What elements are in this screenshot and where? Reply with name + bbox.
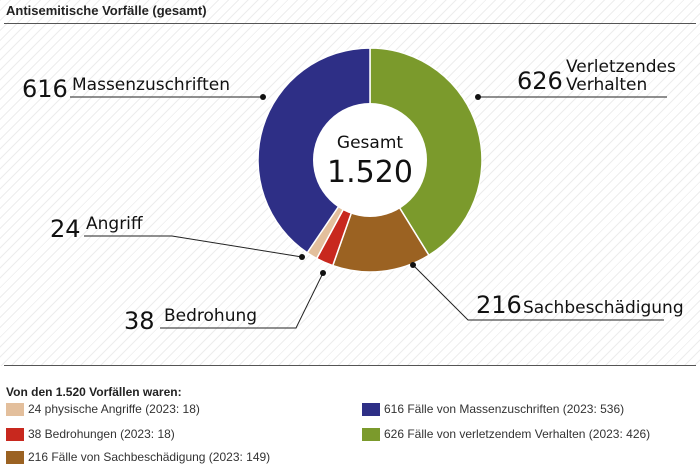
legend-divider — [4, 365, 696, 366]
center-label: Gesamt — [337, 133, 403, 153]
leader-dot-massenzuschriften — [260, 94, 266, 100]
legend-item-bedrohungen: 38 Bedrohungen (2023: 18) — [6, 427, 175, 441]
callout-label-verletzendes-1: Verletzendes — [566, 57, 676, 77]
legend-swatch-angriffe — [6, 402, 24, 416]
legend-swatch-bedrohungen — [6, 427, 24, 441]
legend-title: Von den 1.520 Vorfällen waren: — [6, 385, 182, 399]
leader-dot-verletzendes — [475, 94, 481, 100]
callout-num-bedrohung: 38 — [124, 307, 155, 335]
legend-text-sachbeschaedigung: 216 Fälle von Sachbeschädigung (2023: 14… — [28, 450, 271, 464]
leader-dot-sachbeschaedigung — [410, 262, 416, 268]
callout-label-angriff: Angriff — [86, 214, 144, 234]
donut-hole — [313, 103, 427, 217]
leader-line-angriff — [84, 235, 303, 258]
legend-text-verletzendes: 626 Fälle von verletzendem Verhalten (20… — [384, 427, 651, 441]
callout-label-verletzendes-2: Verhalten — [566, 75, 647, 95]
center-value: 1.520 — [327, 155, 413, 190]
legend-background — [0, 366, 700, 471]
callout-bedrohung: 38 Bedrohung — [124, 270, 326, 335]
callout-num-massenzuschriften: 616 — [22, 75, 68, 103]
top-divider — [4, 23, 696, 24]
callout-sachbeschaedigung: 216 Sachbeschädigung — [410, 262, 684, 321]
legend-item-verletzendes: 626 Fälle von verletzendem Verhalten (20… — [362, 427, 650, 441]
donut-chart: Gesamt 1.520 616 Massenzuschriften 626 V… — [22, 47, 684, 335]
legend-item-angriffe: 24 physische Angriffe (2023: 18) — [6, 402, 200, 416]
callout-verletzendes: 626 Verletzendes Verhalten — [475, 57, 676, 100]
leader-dot-bedrohung — [320, 270, 326, 276]
callout-label-bedrohung: Bedrohung — [164, 306, 257, 326]
callout-num-verletzendes: 626 — [517, 67, 563, 95]
chart-title: Antisemitische Vorfälle (gesamt) — [6, 3, 207, 18]
leader-line-bedrohung — [160, 272, 324, 329]
callout-massenzuschriften: 616 Massenzuschriften — [22, 75, 266, 103]
callout-label-sachbeschaedigung: Sachbeschädigung — [523, 298, 684, 318]
legend-swatch-verletzendes — [362, 427, 380, 441]
callout-num-angriff: 24 — [50, 215, 81, 243]
callout-num-sachbeschaedigung: 216 — [476, 291, 522, 319]
legend-swatch-sachbeschaedigung — [6, 450, 24, 464]
legend-text-massenzuschriften: 616 Fälle von Massenzuschriften (2023: 5… — [384, 402, 625, 416]
legend-text-bedrohungen: 38 Bedrohungen (2023: 18) — [28, 427, 175, 441]
legend-item-sachbeschaedigung: 216 Fälle von Sachbeschädigung (2023: 14… — [6, 450, 270, 464]
legend-item-massenzuschriften: 616 Fälle von Massenzuschriften (2023: 5… — [362, 402, 624, 416]
legend-text-angriffe: 24 physische Angriffe (2023: 18) — [28, 402, 200, 416]
leader-dot-angriff — [299, 254, 305, 260]
slice-sachbeschaedigung — [331, 158, 430, 273]
callout-label-massenzuschriften: Massenzuschriften — [72, 75, 230, 95]
callout-angriff: 24 Angriff — [50, 214, 305, 260]
leader-line-sachbeschaedigung — [412, 264, 664, 321]
legend-swatch-massenzuschriften — [362, 402, 380, 416]
